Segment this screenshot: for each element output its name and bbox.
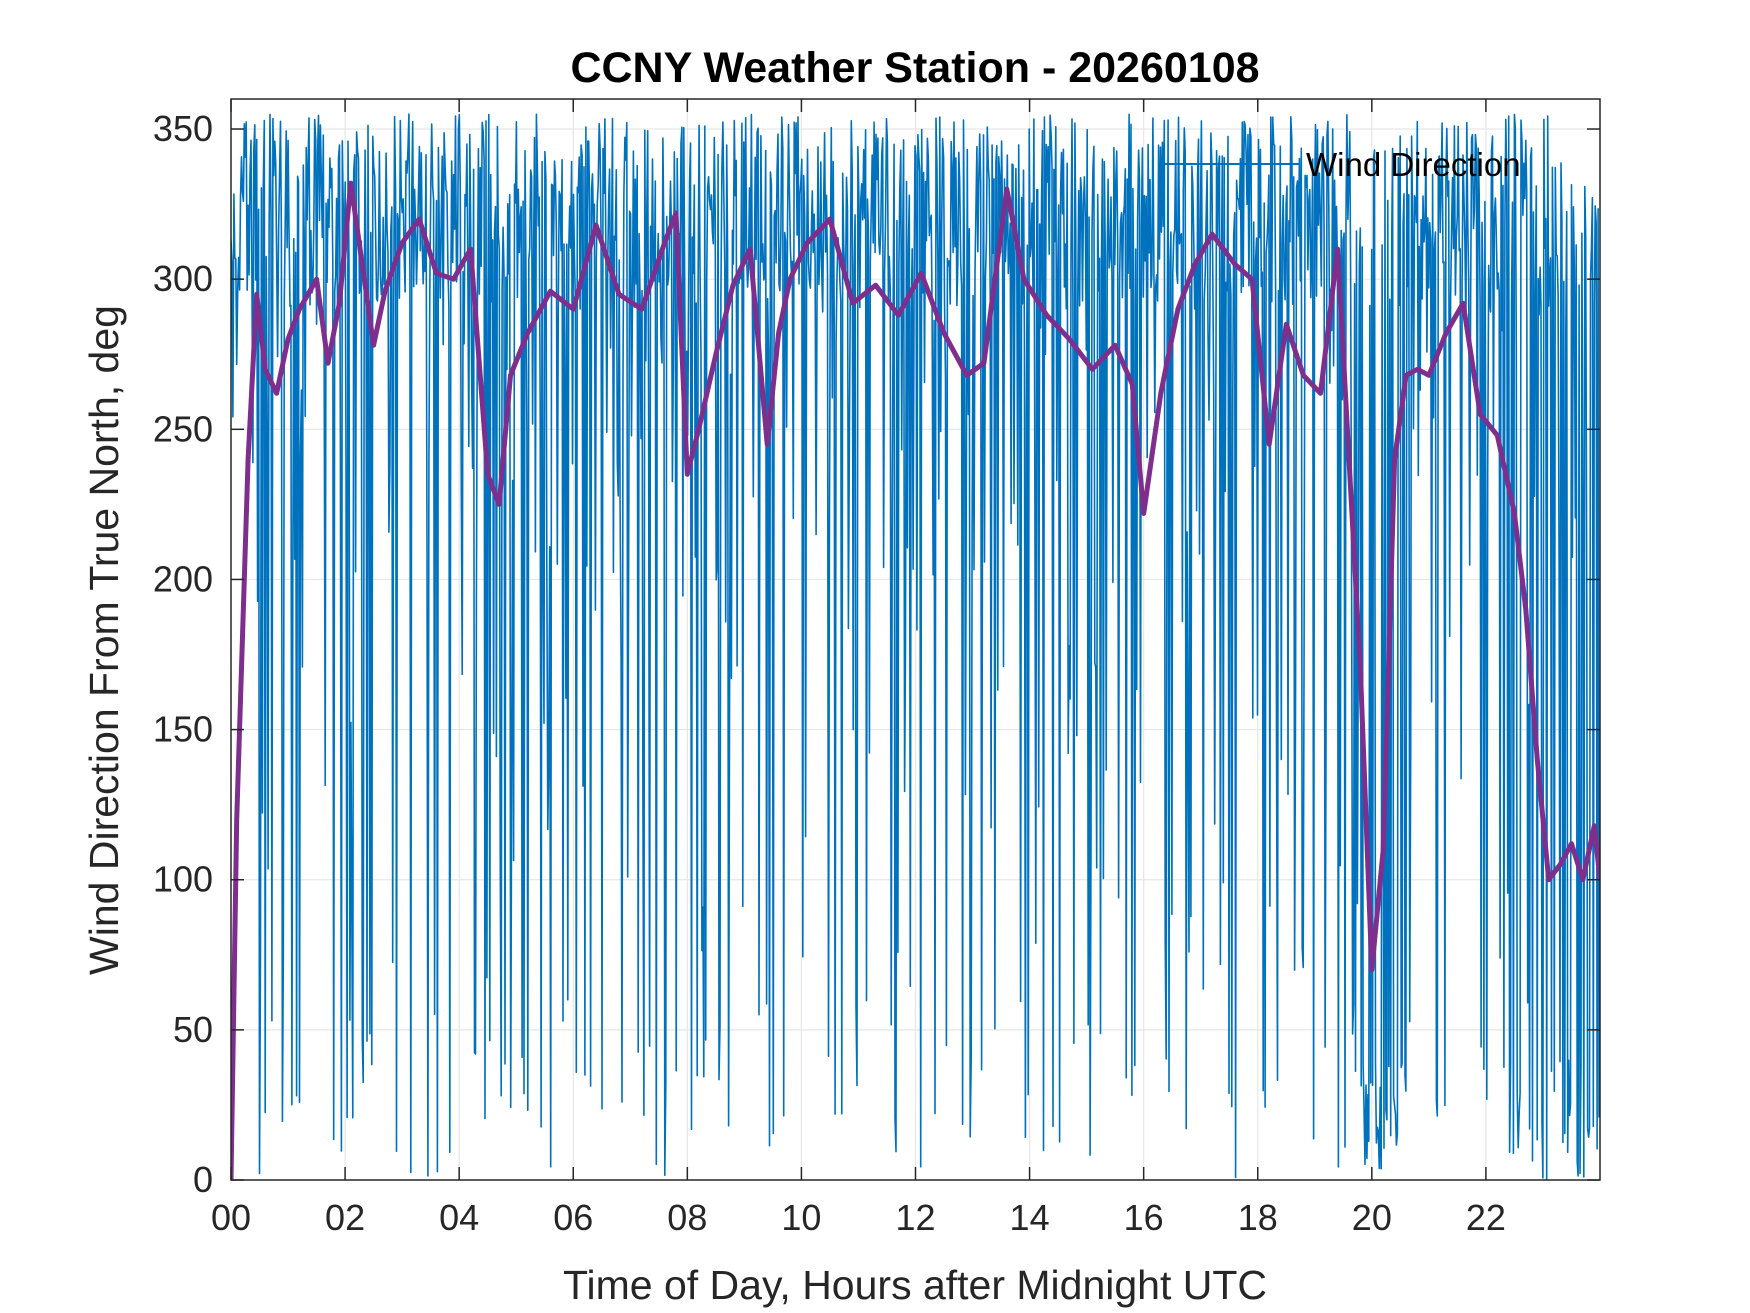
chart-title: CCNY Weather Station - 20260108 <box>570 44 1259 92</box>
x-tick-label: 16 <box>1124 1197 1164 1238</box>
legend-entry-wind-direction: Wind Direction <box>1306 146 1521 183</box>
series-wind-direction-line <box>231 113 1600 1180</box>
x-tick-label: 20 <box>1352 1197 1392 1238</box>
y-tick-label: 300 <box>153 258 213 299</box>
x-tick-label: 18 <box>1238 1197 1278 1238</box>
legend: Wind Direction <box>1163 146 1521 183</box>
x-tick-label: 22 <box>1466 1197 1506 1238</box>
y-tick-label: 250 <box>153 408 213 449</box>
y-tick-label: 350 <box>153 108 213 149</box>
y-tick-label: 150 <box>153 709 213 750</box>
x-tick-label: 02 <box>325 1197 365 1238</box>
series-layer <box>231 113 1600 1180</box>
x-tick-label: 14 <box>1010 1197 1050 1238</box>
x-tick-label: 12 <box>895 1197 935 1238</box>
x-tick-label: 06 <box>553 1197 593 1238</box>
y-tick-label: 50 <box>173 1009 213 1050</box>
axis-ticks: 00 02 04 06 08 10 12 14 16 18 20 22 0 50 100 150 200 250 3… <box>153 99 1600 1238</box>
y-axis-label: Wind Direction From True North, deg <box>81 305 127 975</box>
y-tick-label: 200 <box>153 558 213 599</box>
series-smoothed-line <box>231 180 1600 1180</box>
y-tick-label: 100 <box>153 859 213 900</box>
x-tick-label: 08 <box>667 1197 707 1238</box>
x-tick-label: 04 <box>439 1197 479 1238</box>
y-tick-label: 0 <box>193 1159 213 1200</box>
x-tick-label: 00 <box>211 1197 251 1238</box>
x-tick-label: 10 <box>781 1197 821 1238</box>
x-axis-label: Time of Day, Hours after Midnight UTC <box>563 1262 1267 1308</box>
